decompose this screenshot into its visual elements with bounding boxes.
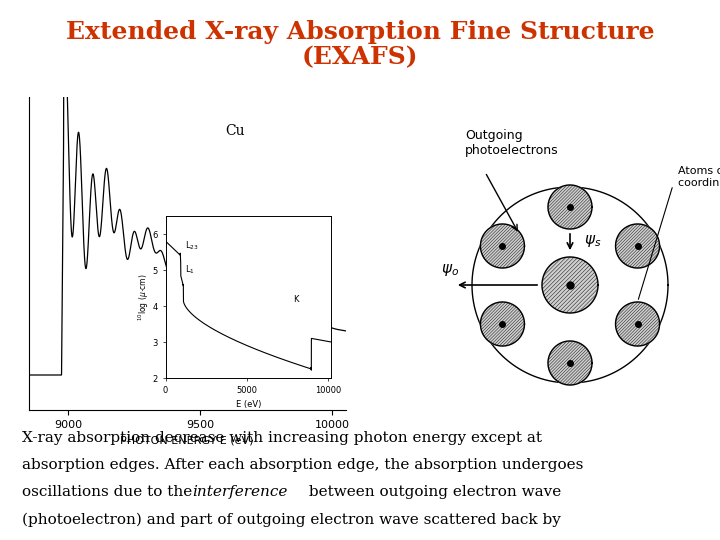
Text: Outgoing
photoelectrons: Outgoing photoelectrons — [465, 129, 559, 157]
Text: between outgoing electron wave: between outgoing electron wave — [304, 485, 561, 500]
Y-axis label: $^{10}$log ($\mu$$\cdot$cm): $^{10}$log ($\mu$$\cdot$cm) — [137, 273, 151, 321]
Polygon shape — [542, 257, 598, 313]
Polygon shape — [616, 224, 660, 268]
Text: X-ray absorption decrease with increasing photon energy except at: X-ray absorption decrease with increasin… — [22, 431, 541, 445]
Text: L$_{23}$: L$_{23}$ — [186, 239, 199, 252]
Text: absorption edges. After each absorption edge, the absorption undergoes: absorption edges. After each absorption … — [22, 458, 583, 472]
Polygon shape — [480, 224, 524, 268]
Text: oscillations due to the: oscillations due to the — [22, 485, 197, 500]
Text: Atoms on the first
coordination shell: Atoms on the first coordination shell — [678, 166, 720, 188]
Text: interference: interference — [192, 485, 288, 500]
X-axis label: E (eV): E (eV) — [235, 400, 261, 409]
Text: $\psi_s$: $\psi_s$ — [584, 233, 601, 249]
Text: (photoelectron) and part of outgoing electron wave scattered back by: (photoelectron) and part of outgoing ele… — [22, 512, 560, 527]
X-axis label: PHOTON ENERGY E (eV): PHOTON ENERGY E (eV) — [120, 436, 254, 446]
Polygon shape — [548, 185, 592, 229]
Text: (EXAFS): (EXAFS) — [302, 45, 418, 69]
Polygon shape — [480, 302, 524, 346]
Text: Extended X-ray Absorption Fine Structure: Extended X-ray Absorption Fine Structure — [66, 20, 654, 44]
Text: $\psi_o$: $\psi_o$ — [441, 262, 459, 278]
Polygon shape — [548, 341, 592, 385]
Polygon shape — [616, 302, 660, 346]
Text: K: K — [293, 295, 299, 304]
Text: Cu: Cu — [225, 124, 245, 138]
Text: L$_1$: L$_1$ — [186, 264, 195, 276]
